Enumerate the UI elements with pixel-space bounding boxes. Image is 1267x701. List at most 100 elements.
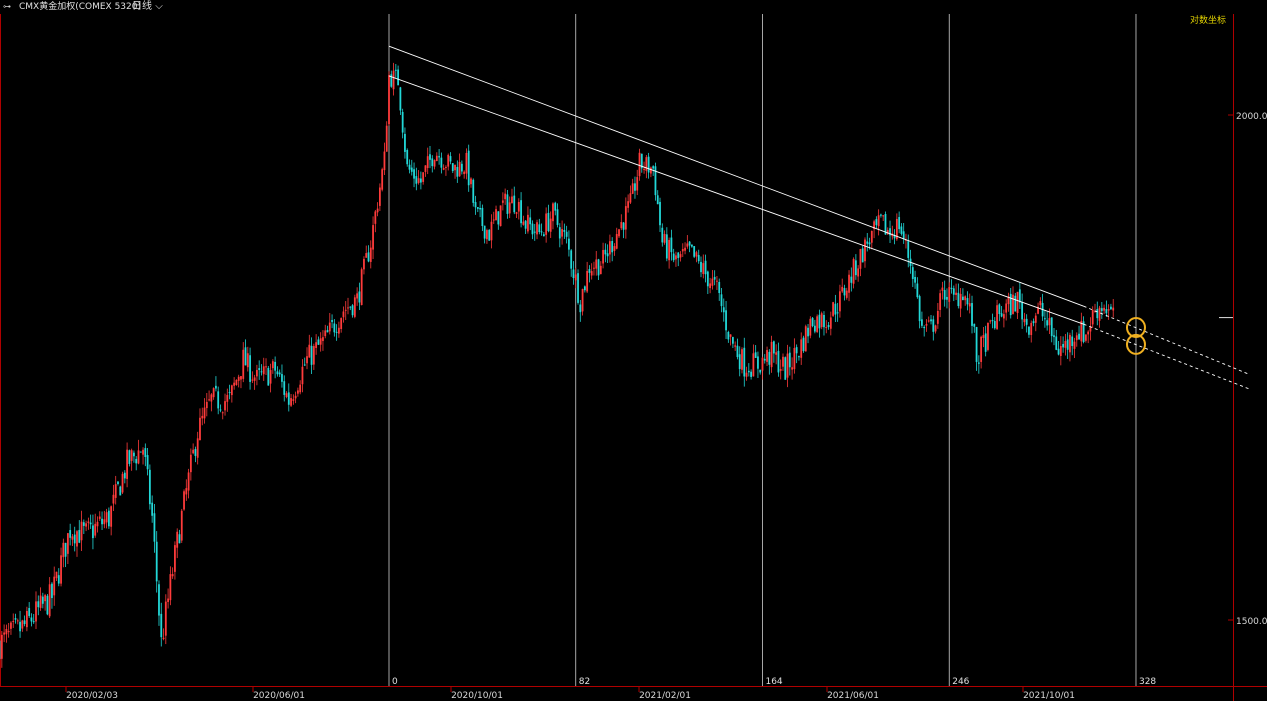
chart-header: ⊶ CMX黄金加权(COMEX 5320) 日线 ⌵ [0, 0, 1267, 14]
candle [435, 152, 438, 162]
candle-body [962, 296, 964, 301]
candle [349, 306, 352, 311]
log-scale-toggle[interactable]: 对数坐标 [1190, 14, 1226, 26]
candle [1084, 334, 1087, 343]
candle [531, 220, 534, 240]
candle [536, 219, 538, 240]
candle [775, 344, 778, 365]
candle-body [244, 347, 247, 366]
candle [1039, 297, 1042, 310]
candle [1110, 303, 1112, 311]
candle [340, 317, 343, 333]
candle [754, 345, 757, 358]
candle [479, 201, 481, 218]
candle [258, 360, 261, 380]
candle [529, 209, 532, 231]
candle [962, 288, 964, 301]
candle-body [240, 376, 242, 380]
candle-body [399, 87, 402, 111]
candle [37, 595, 40, 616]
candle [993, 317, 996, 330]
candle [133, 450, 135, 463]
candle-body [1100, 308, 1103, 311]
candle-body [256, 369, 258, 377]
candle [675, 251, 677, 267]
candle-body [383, 151, 386, 171]
candle-body [930, 319, 932, 322]
candle-body [19, 621, 21, 632]
candle [752, 344, 755, 377]
chevron-down-icon: ⌵ [155, 1, 163, 12]
candle [1059, 336, 1062, 366]
candle-body [463, 171, 466, 175]
candle [893, 229, 896, 245]
candle [121, 471, 124, 494]
candle-body [725, 310, 727, 331]
candle-body [552, 203, 554, 222]
candle [60, 547, 62, 587]
candle-body [37, 601, 40, 608]
candle [44, 593, 47, 611]
candle-body [269, 370, 272, 384]
candle-body [977, 362, 980, 364]
candle [417, 170, 420, 185]
candle [697, 249, 700, 264]
candle-body [529, 217, 532, 225]
candle [290, 393, 292, 408]
candle-body [94, 523, 97, 536]
candle-body [1103, 307, 1106, 311]
candle [513, 186, 516, 215]
candle [959, 287, 962, 318]
candle [442, 164, 445, 171]
candle [404, 127, 406, 159]
candle [153, 503, 156, 553]
candle [224, 393, 226, 416]
candle-body [984, 333, 987, 352]
candle [495, 205, 497, 221]
candle-body [684, 247, 686, 251]
candle [144, 443, 147, 467]
candle-body [260, 371, 263, 373]
candle [873, 219, 875, 239]
candle [294, 391, 297, 404]
candle-body [119, 486, 122, 496]
candle-body [337, 327, 340, 334]
candle-body [777, 350, 780, 373]
candle-body [957, 292, 960, 307]
candle-body [572, 269, 575, 279]
candle [902, 222, 905, 244]
candle [126, 442, 128, 488]
candle [943, 280, 946, 307]
period-selector[interactable]: 日线 ⌵ [132, 0, 163, 14]
candle-body [720, 294, 723, 307]
candle-body [702, 263, 705, 274]
candle-body [1053, 335, 1055, 338]
candle [183, 489, 185, 511]
candle [609, 234, 611, 263]
candle [463, 170, 466, 179]
candle [520, 192, 522, 228]
candle [927, 316, 930, 323]
candle [376, 202, 379, 217]
candle [1000, 306, 1003, 318]
candle-body [501, 200, 504, 203]
candle-body [499, 205, 502, 227]
candle-body [433, 160, 436, 167]
candle [946, 288, 948, 309]
candle [78, 520, 81, 544]
candle-body [882, 215, 885, 217]
y-tick-label: 2000.0 [1236, 112, 1267, 122]
candle [253, 374, 256, 390]
candle [793, 338, 796, 374]
link-icon[interactable]: ⊶ [3, 2, 11, 11]
candle-body [474, 202, 477, 208]
candle-body [381, 169, 384, 190]
candle [1014, 292, 1017, 312]
candle-body [864, 239, 866, 262]
candle [964, 295, 967, 306]
candle [151, 495, 154, 523]
candle [87, 517, 90, 530]
candle-body [183, 491, 185, 510]
candle [850, 267, 853, 292]
